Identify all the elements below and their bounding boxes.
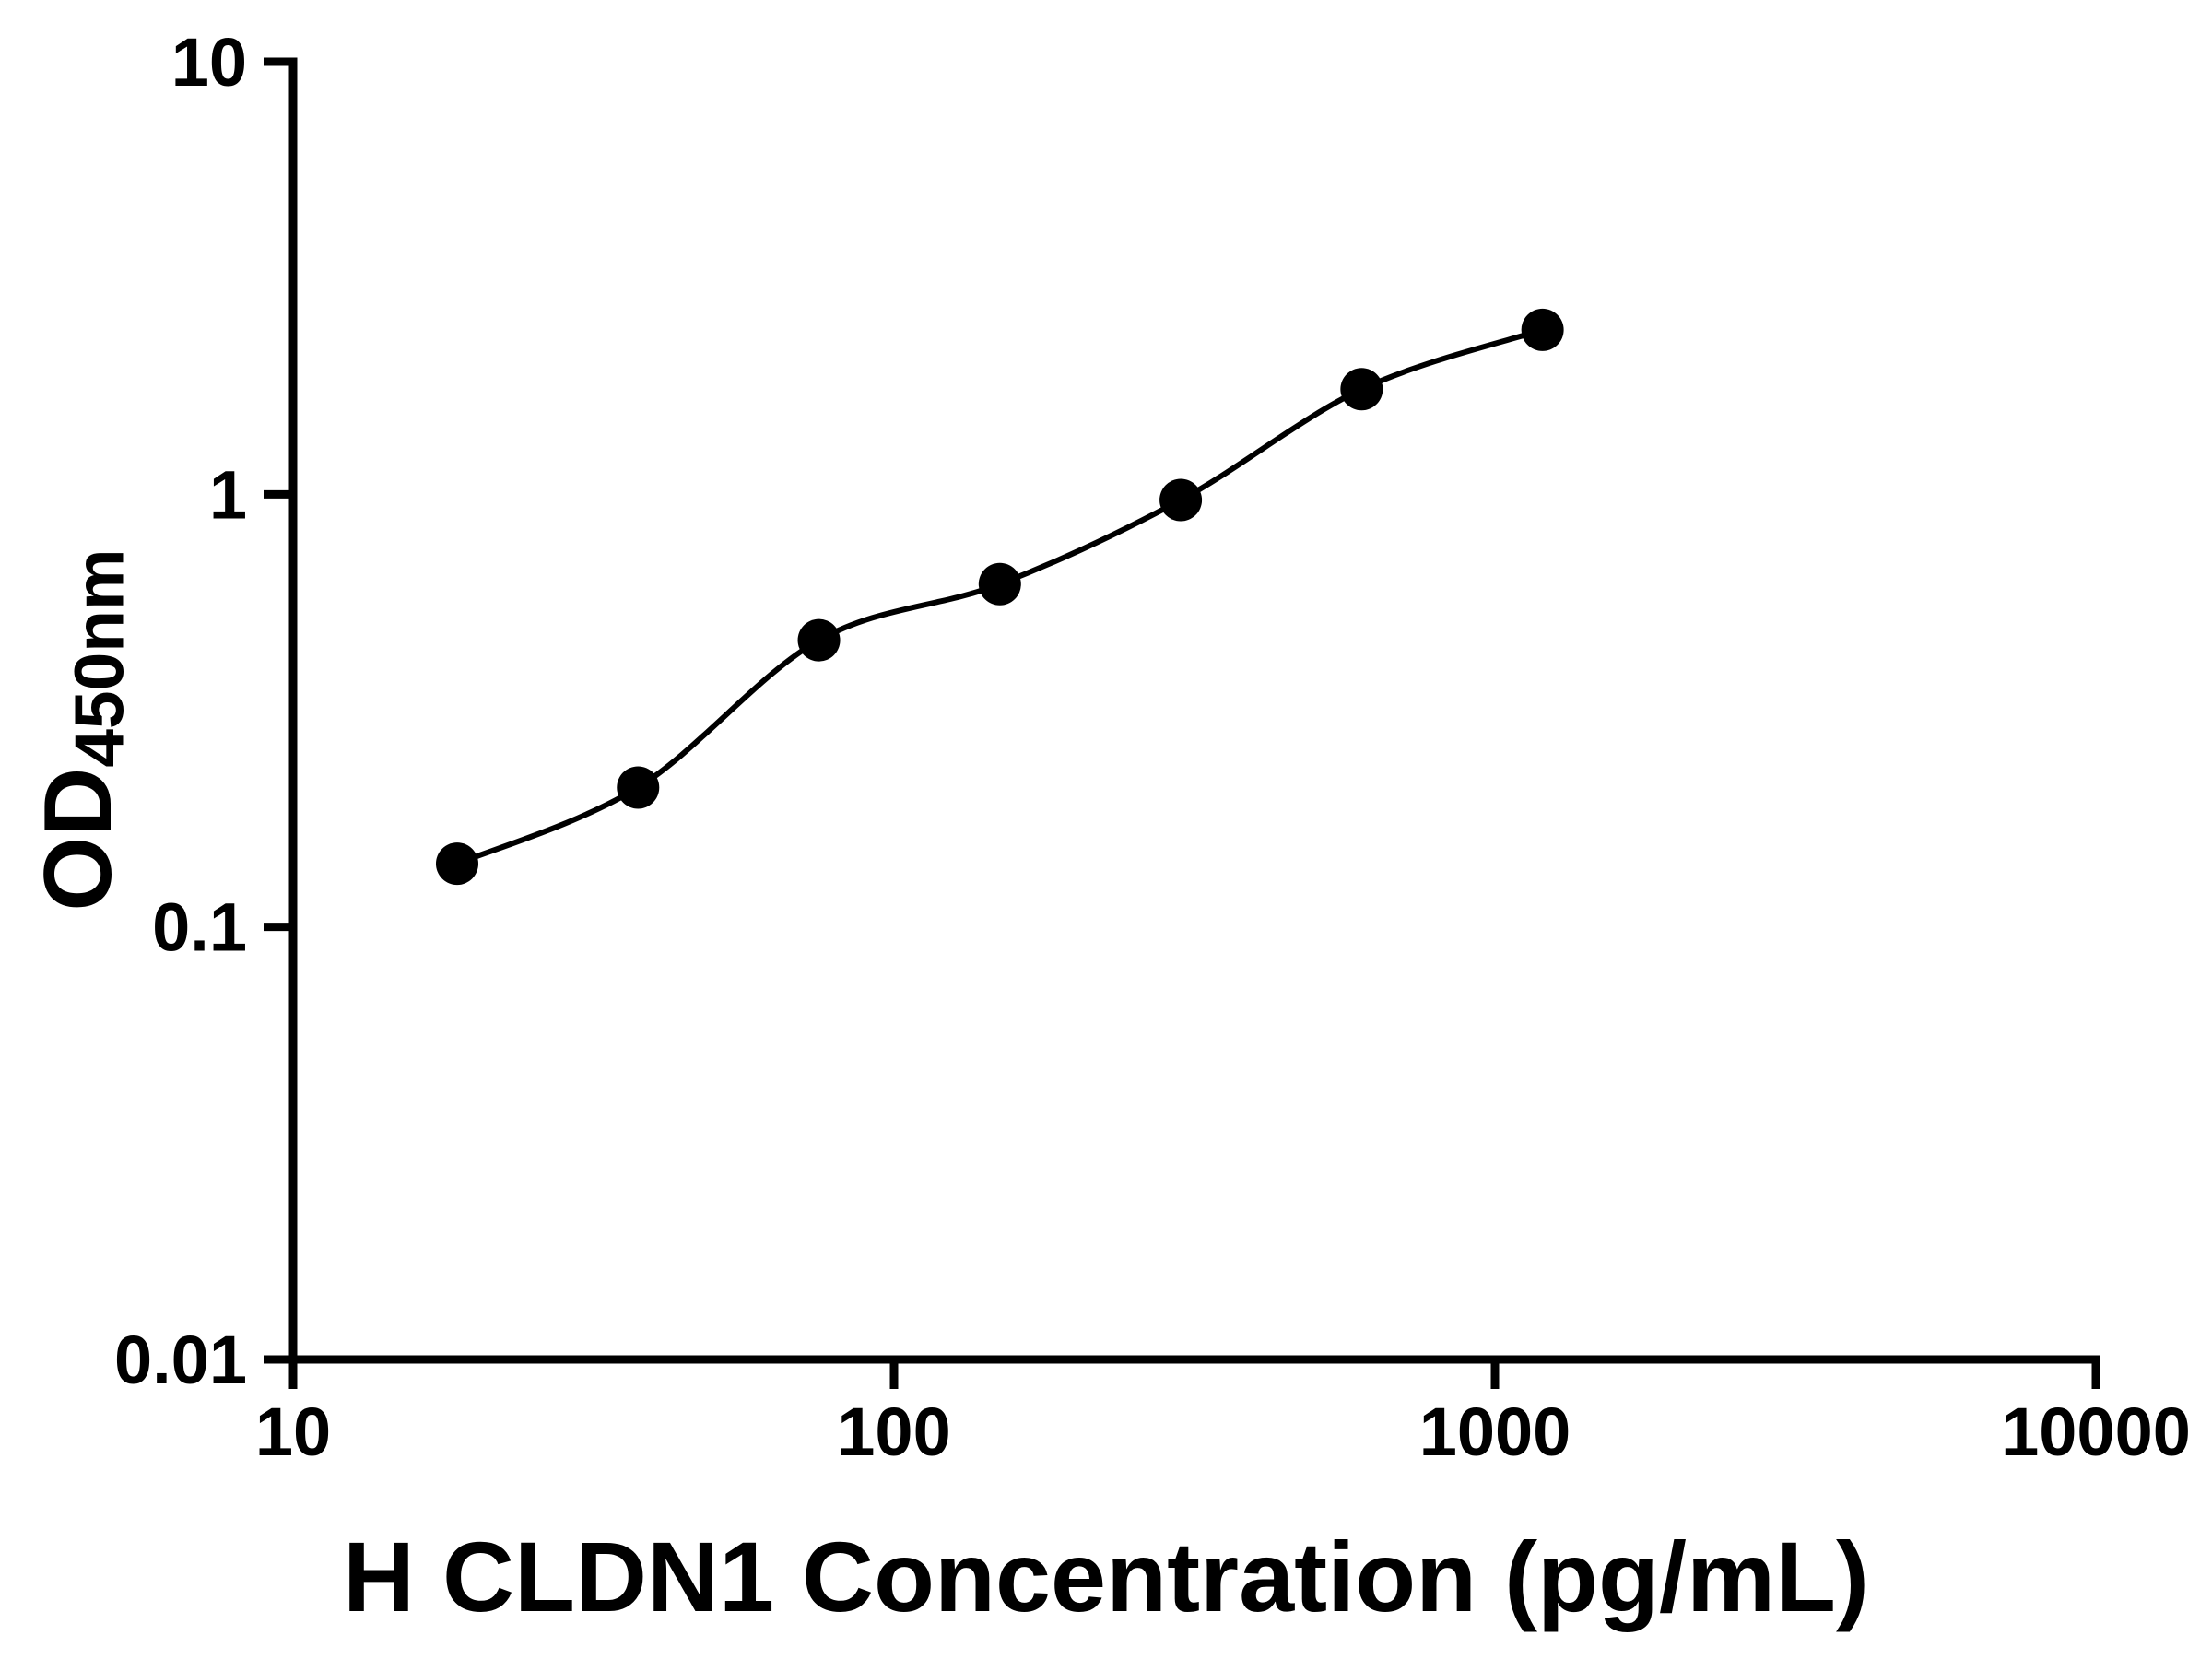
y-tick-label: 10 [171,24,247,100]
x-tick-label: 1000 [1419,1394,1571,1470]
data-point [435,842,478,886]
y-tick-label: 1 [209,456,247,533]
x-tick-label: 10000 [2001,1394,2191,1470]
x-axis-label: H CLDN1 Concentration (pg/mL) [343,1521,1869,1632]
data-point [797,618,841,662]
data-point [1340,368,1383,411]
y-axis-label: OD450nm [25,548,138,911]
y-tick-label: 0.01 [114,1322,247,1398]
data-point [1521,308,1564,351]
x-tick-label: 100 [837,1394,950,1470]
data-point [617,766,660,809]
data-point [978,562,1021,606]
axes [288,57,2100,1364]
data-point [1159,478,1203,522]
y-axis-label-subscript: 450nm [60,548,138,768]
y-tick-label: 0.1 [152,889,247,966]
x-tick-label: 10 [255,1394,331,1470]
y-axis-label-main: OD [24,767,132,912]
